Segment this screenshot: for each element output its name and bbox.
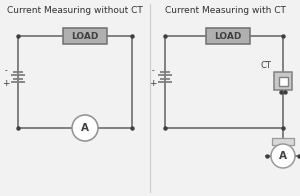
Text: -: - (152, 66, 154, 75)
Text: -: - (4, 66, 8, 75)
Text: LOAD: LOAD (71, 32, 99, 41)
Text: CT: CT (260, 61, 271, 70)
Text: A: A (81, 123, 89, 133)
Text: A: A (279, 151, 287, 161)
Text: +: + (2, 79, 10, 87)
Circle shape (72, 115, 98, 141)
Circle shape (271, 144, 295, 168)
Text: LOAD: LOAD (214, 32, 242, 41)
Text: +: + (149, 79, 157, 87)
Text: Current Measuring with CT: Current Measuring with CT (165, 6, 285, 15)
Bar (63, 28, 107, 44)
Bar (278, 76, 287, 85)
Bar (206, 28, 250, 44)
Text: Current Measuring without CT: Current Measuring without CT (7, 6, 143, 15)
Bar (274, 72, 292, 90)
Bar (272, 138, 294, 144)
